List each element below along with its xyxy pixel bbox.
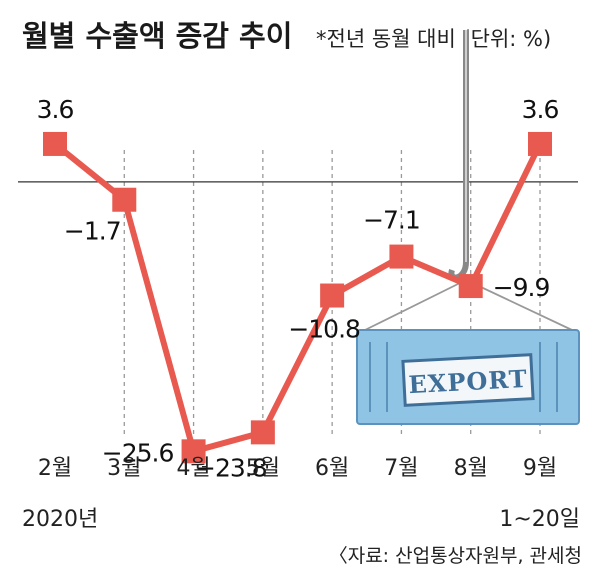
data-label-3월: −1.7 (64, 217, 121, 246)
data-point-4월 (181, 439, 206, 464)
data-label-9월: 3.6 (522, 95, 559, 124)
export-stamp-text: EXPORT (408, 364, 529, 399)
x-tick-label-8월: 8월 (454, 456, 488, 481)
data-label-8월: −9.9 (493, 273, 550, 302)
data-markers (43, 131, 552, 464)
export-stamp: EXPORT (401, 353, 535, 407)
x-sublabel-period: 1~20일 (499, 507, 580, 532)
data-label-6월: −10.8 (288, 315, 360, 344)
data-label-2월: 3.6 (37, 95, 74, 124)
x-tick-label-7월: 7월 (384, 456, 418, 481)
data-point-7월 (389, 244, 414, 269)
data-point-9월 (528, 131, 552, 156)
x-tick-label-2월: 2월 (38, 456, 72, 481)
chart-title: 월별 수출액 증감 추이 (22, 19, 292, 53)
data-point-6월 (320, 283, 345, 308)
x-sublabel-year: 2020년 (22, 507, 98, 532)
sling-right (465, 279, 573, 331)
export-container-illustration: EXPORT (356, 30, 580, 425)
source-note: 〈자료: 산업통상자원부, 관세청 (329, 545, 582, 567)
data-point-5월 (250, 420, 275, 445)
data-labels: 3.6 −1.7 −25.6 −23.8 −10.8 −7.1 −9.9 3.6 (37, 95, 560, 482)
x-tick-label-3월: 3월 (107, 456, 141, 481)
data-point-3월 (112, 187, 137, 212)
data-label-7월: −7.1 (363, 206, 420, 235)
x-tick-label-6월: 6월 (315, 456, 349, 481)
chart-subtitle: *전년 동월 대비 (단위: %) (316, 27, 551, 51)
data-point-2월 (43, 131, 67, 156)
x-tick-label-4월: 4월 (176, 456, 210, 481)
data-point-8월 (458, 274, 483, 299)
x-tick-label-5월: 5월 (246, 456, 280, 481)
x-tick-label-9월: 9월 (523, 456, 557, 481)
x-tick-labels: 2월 3월 4월 5월 6월 7월 8월 9월 (38, 456, 557, 481)
data-label-4월: −25.6 (102, 438, 174, 467)
container-ribs (369, 342, 558, 412)
data-label-5월: −23.8 (195, 453, 267, 482)
export-stamp-frame (401, 353, 535, 407)
sling-left (364, 279, 467, 331)
